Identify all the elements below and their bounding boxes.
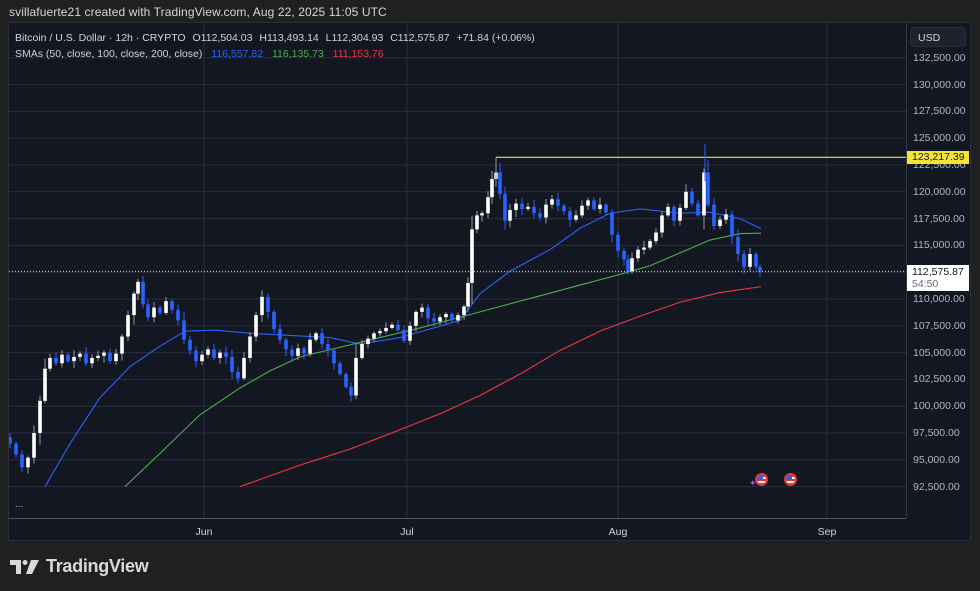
sma-label: SMAs (50, close, 100, close, 200, close) <box>15 48 203 60</box>
price-tick: 117,500.00 <box>913 212 965 225</box>
price-tick: 107,500.00 <box>913 319 966 332</box>
sparkle-icon: ✦ <box>749 478 757 488</box>
ohlc-row: Bitcoin / U.S. Dollar · 12h · CRYPTO O11… <box>15 30 535 46</box>
time-label-aug: Aug <box>608 526 628 538</box>
low-value: L112,304.93 <box>325 32 384 44</box>
last-price-tag: 112,575.87 54:50 <box>907 265 969 291</box>
price-tick: 95,000.00 <box>913 453 960 466</box>
price-tick: 100,000.00 <box>913 400 966 413</box>
chart-credit: svillafuerte21 created with TradingView.… <box>9 5 387 19</box>
us-flag-event-icon[interactable] <box>784 473 797 486</box>
last-price-value: 112,575.87 <box>912 266 964 278</box>
price-tick: 120,000.00 <box>913 185 966 198</box>
price-tick: 92,500.00 <box>913 480 960 493</box>
change-value: +71.84 (+0.06%) <box>456 32 535 44</box>
price-tick: 127,500.00 <box>913 105 966 118</box>
price-tick: 110,000.00 <box>913 293 965 305</box>
open-value: O112,504.03 <box>192 32 253 44</box>
high-value: H113,493.14 <box>259 32 319 44</box>
symbol-label[interactable]: Bitcoin / U.S. Dollar · 12h · CRYPTO <box>15 32 186 44</box>
chart-frame <box>8 22 971 541</box>
more-options-button[interactable]: ... <box>15 499 24 510</box>
price-tick: 115,000.00 <box>913 239 965 252</box>
us-flag-event-icon[interactable] <box>755 473 768 486</box>
time-label-sep: Sep <box>817 526 837 538</box>
currency-button[interactable]: USD <box>910 27 966 47</box>
tradingview-logo[interactable]: TradingView <box>10 556 149 577</box>
price-tick: 105,000.00 <box>913 346 966 359</box>
time-label-jul: Jul <box>400 526 414 538</box>
price-chart-plot[interactable] <box>9 23 906 518</box>
horizontal-line-price-tag: 123,217.39 <box>907 151 969 164</box>
price-tick: 125,000.00 <box>913 132 966 145</box>
time-label-jun: Jun <box>195 526 213 538</box>
price-tick: 132,500.00 <box>913 51 966 64</box>
close-value: C112,575.87 <box>390 32 450 44</box>
price-axis[interactable] <box>906 22 971 518</box>
sma-row[interactable]: SMAs (50, close, 100, close, 200, close)… <box>15 46 535 62</box>
chart-legend: Bitcoin / U.S. Dollar · 12h · CRYPTO O11… <box>15 30 535 62</box>
time-axis[interactable] <box>9 518 906 540</box>
price-tick: 97,500.00 <box>913 427 960 439</box>
price-tick: 130,000.00 <box>913 78 966 91</box>
bar-countdown: 54:50 <box>912 278 939 290</box>
sma100-value: 116,135.73 <box>271 48 324 60</box>
sma200-value: 111,153.76 <box>332 48 384 60</box>
tradingview-brand: TradingView <box>46 556 149 576</box>
tradingview-logo-icon <box>10 559 39 574</box>
price-tick: 102,500.00 <box>913 373 966 386</box>
sma50-value: 116,557.82 <box>211 48 264 60</box>
